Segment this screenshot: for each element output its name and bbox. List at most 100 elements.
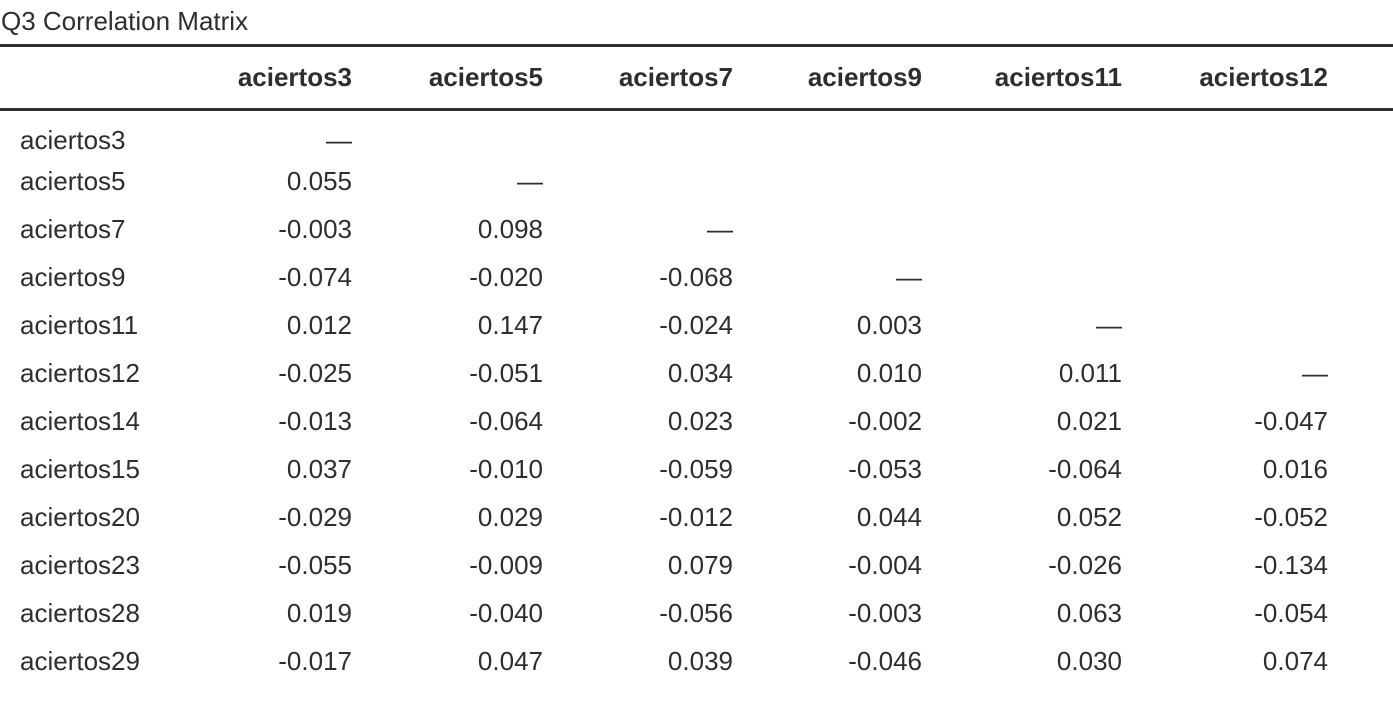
correlation-value-cell: 0.079 [667, 550, 733, 580]
correlation-value-cell: -0.020 [469, 262, 543, 292]
table-row: aciertos5 0.055 — [0, 158, 1393, 206]
header-row: aciertos3 aciertos5 aciertos7 aciertos9 acie… [0, 45, 1393, 111]
table-row: aciertos3 — [0, 110, 1393, 158]
correlation-value-cell: -0.040 [469, 598, 543, 628]
table-row: aciertos23 -0.055 -0.009 0.079 -0.004 -0.026 -… [0, 542, 1393, 590]
correlation-value-cell: 0.012 [286, 310, 352, 340]
diagonal-dash-cell: — [326, 124, 352, 155]
correlation-value-cell: 0.010 [856, 358, 922, 388]
correlation-value-cell: -0.029 [278, 502, 352, 532]
table-row: aciertos11 0.012 0.147 -0.024 0.003 — [0, 302, 1393, 350]
row-header: aciertos7 [20, 214, 126, 244]
correlation-value-cell: 0.047 [477, 646, 543, 676]
column-header: aciertos5 [355, 45, 546, 111]
spacer-cell [1331, 110, 1393, 158]
correlation-value-cell: -0.068 [659, 262, 733, 292]
empty-cell [355, 110, 546, 158]
row-header: aciertos29 [20, 646, 140, 676]
correlation-value-cell: 0.011 [1058, 358, 1122, 388]
row-header: aciertos11 [20, 310, 139, 340]
row-header: aciertos12 [20, 358, 140, 388]
empty-cell [1125, 254, 1331, 302]
correlation-value-cell: 0.098 [477, 214, 543, 244]
correlation-value-cell: -0.013 [278, 406, 352, 436]
correlation-value-cell: 0.029 [477, 502, 543, 532]
correlation-value-cell: -0.010 [469, 454, 543, 484]
correlation-value-cell: -0.054 [1254, 598, 1328, 628]
diagonal-dash-cell: — [896, 262, 922, 292]
correlation-value-cell: 0.023 [667, 406, 733, 436]
empty-cell [1125, 302, 1331, 350]
correlation-value-cell: -0.024 [659, 310, 733, 340]
table-row: aciertos20 -0.029 0.029 -0.012 0.044 0.052 -0.… [0, 494, 1393, 542]
spacer-cell [1331, 494, 1393, 542]
spacer-cell [1331, 590, 1393, 638]
empty-cell [1125, 158, 1331, 206]
spacer-cell [1331, 638, 1393, 686]
diagonal-dash-cell: — [1302, 358, 1328, 388]
correlation-value-cell: -0.026 [1048, 550, 1122, 580]
correlation-value-cell: 0.021 [1056, 406, 1122, 436]
correlation-value-cell: 0.039 [667, 646, 733, 676]
correlation-value-cell: -0.051 [469, 358, 543, 388]
empty-cell [925, 206, 1125, 254]
table-row: aciertos15 0.037 -0.010 -0.059 -0.053 -0.064 0… [0, 446, 1393, 494]
spacer-cell [1331, 45, 1393, 111]
table-row: aciertos7 -0.003 0.098 — [0, 206, 1393, 254]
correlation-value-cell: -0.052 [1254, 502, 1328, 532]
correlation-value-cell: -0.055 [278, 550, 352, 580]
correlation-value-cell: -0.003 [848, 598, 922, 628]
row-header: aciertos5 [20, 166, 126, 196]
correlation-value-cell: -0.064 [469, 406, 543, 436]
correlation-value-cell: -0.017 [278, 646, 352, 676]
row-header: aciertos23 [20, 550, 140, 580]
correlation-value-cell: -0.025 [278, 358, 352, 388]
table-row: aciertos29 -0.017 0.047 0.039 -0.046 0.030 0.0… [0, 638, 1393, 686]
empty-cell [546, 158, 736, 206]
correlation-value-cell: -0.003 [278, 214, 352, 244]
correlation-value-cell: -0.056 [659, 598, 733, 628]
empty-cell [1125, 110, 1331, 158]
correlation-value-cell: -0.064 [1048, 454, 1122, 484]
correlation-value-cell: 0.147 [477, 310, 543, 340]
empty-cell [925, 158, 1125, 206]
correlation-value-cell: 0.037 [286, 454, 352, 484]
correlation-value-cell: -0.053 [848, 454, 922, 484]
table-row: aciertos14 -0.013 -0.064 0.023 -0.002 0.021 -0… [0, 398, 1393, 446]
column-header: aciertos12 [1125, 45, 1331, 111]
empty-cell [925, 254, 1125, 302]
spacer-cell [1331, 446, 1393, 494]
row-header: aciertos14 [20, 406, 140, 436]
correlation-value-cell: -0.074 [278, 262, 352, 292]
correlation-value-cell: -0.047 [1254, 406, 1328, 436]
table-row: aciertos9 -0.074 -0.020 -0.068 — [0, 254, 1393, 302]
column-header: aciertos3 [180, 45, 355, 111]
correlation-value-cell: -0.004 [848, 550, 922, 580]
spacer-cell [1331, 398, 1393, 446]
correlation-value-cell: -0.046 [848, 646, 922, 676]
correlation-value-cell: 0.034 [667, 358, 733, 388]
row-header: aciertos28 [20, 598, 140, 628]
spacer-cell [1331, 542, 1393, 590]
table-row: aciertos28 0.019 -0.040 -0.056 -0.003 0.063 -0… [0, 590, 1393, 638]
correlation-value-cell: 0.052 [1056, 502, 1122, 532]
table-row: aciertos12 -0.025 -0.051 0.034 0.010 0.011 — [0, 350, 1393, 398]
table-header: aciertos3 aciertos5 aciertos7 aciertos9 acie… [0, 45, 1393, 111]
empty-cell [1125, 206, 1331, 254]
correlation-value-cell: -0.134 [1254, 550, 1328, 580]
column-header: aciertos9 [736, 45, 925, 111]
row-header: aciertos20 [20, 502, 140, 532]
correlation-table: aciertos3 aciertos5 aciertos7 aciertos9 acie… [0, 44, 1393, 686]
diagonal-dash-cell: — [1096, 310, 1122, 340]
empty-cell [736, 206, 925, 254]
row-header: aciertos9 [20, 262, 126, 292]
correlation-value-cell: 0.074 [1262, 646, 1328, 676]
empty-cell [546, 110, 736, 158]
correlation-value-cell: 0.044 [856, 502, 922, 532]
correlation-value-cell: 0.003 [856, 310, 922, 340]
spacer-cell [1331, 158, 1393, 206]
correlation-value-cell: 0.016 [1262, 454, 1328, 484]
empty-cell [925, 110, 1125, 158]
empty-cell [736, 110, 925, 158]
